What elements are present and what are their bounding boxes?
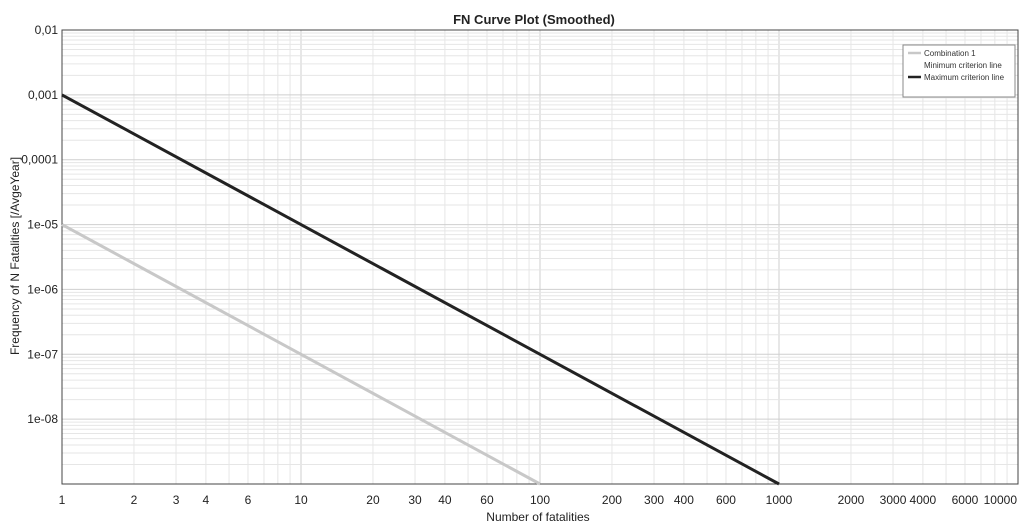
x-tick-label: 3000 <box>880 493 907 507</box>
x-tick-label: 200 <box>602 493 622 507</box>
y-tick-label: 1e-06 <box>27 282 58 296</box>
x-tick-label: 60 <box>480 493 494 507</box>
x-tick-label: 40 <box>438 493 452 507</box>
x-tick-label: 4 <box>203 493 210 507</box>
chart-title: FN Curve Plot (Smoothed) <box>453 12 615 27</box>
x-tick-label: 6 <box>245 493 252 507</box>
x-tick-label: 2 <box>131 493 138 507</box>
x-tick-label: 4000 <box>910 493 937 507</box>
y-tick-label: 0,001 <box>28 88 58 102</box>
x-tick-label: 6000 <box>952 493 979 507</box>
legend-entry: Maximum criterion line <box>924 73 1005 82</box>
y-axis-label: Frequency of N Fatalities [/AvgeYear] <box>8 157 22 355</box>
series-line-combination-1 <box>61 223 541 486</box>
legend: Combination 1 Minimum criterion line Maxim… <box>902 44 1016 98</box>
x-tick-label: 1 <box>59 493 66 507</box>
legend-box <box>902 44 1016 98</box>
legend-entry: Combination 1 <box>924 49 976 58</box>
x-tick-label: 2000 <box>838 493 865 507</box>
y-tick-label: 0,01 <box>35 23 59 37</box>
x-tick-label: 300 <box>644 493 664 507</box>
x-tick-label: 20 <box>366 493 380 507</box>
y-tick-labels: 0,01 0,001 0,0001 1e-05 1e-06 1e-07 1e-08 <box>21 23 58 426</box>
x-tick-labels: 1 2 3 4 6 10 20 30 40 60 100 200 300 400 600 1000 2000 30… <box>59 493 1018 507</box>
x-tick-label: 400 <box>674 493 694 507</box>
x-tick-label: 1000 <box>766 493 793 507</box>
legend-entry: Minimum criterion line <box>924 61 1002 70</box>
x-tick-label: 600 <box>716 493 736 507</box>
x-tick-label: 30 <box>408 493 422 507</box>
grid <box>61 30 1018 485</box>
x-tick-label: 3 <box>173 493 180 507</box>
x-axis-label: Number of fatalities <box>486 510 589 524</box>
x-tick-label: 100 <box>530 493 550 507</box>
y-tick-label: 1e-07 <box>27 347 58 361</box>
series-line-maximum-criterion-line <box>61 93 780 486</box>
y-tick-label: 1e-08 <box>27 412 58 426</box>
y-tick-label: 0,0001 <box>21 153 58 167</box>
x-tick-label: 10000 <box>984 493 1018 507</box>
x-tick-label: 10 <box>294 493 308 507</box>
y-tick-label: 1e-05 <box>27 218 58 232</box>
series-layer <box>61 93 780 486</box>
